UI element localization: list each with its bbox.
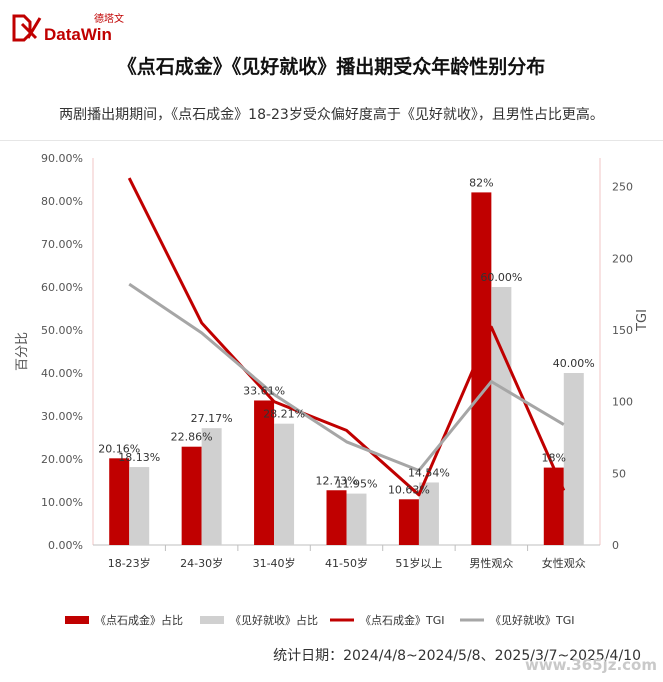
bar [274, 423, 295, 545]
data-label: 60.00% [480, 271, 522, 284]
y-tick-label: 60.00% [41, 281, 83, 294]
data-label: 28.21% [263, 408, 305, 421]
x-tick-label: 31-40岁 [253, 556, 296, 570]
y-tick-label: 10.00% [41, 496, 83, 509]
bar [109, 458, 130, 545]
x-tick-label: 24-30岁 [180, 556, 223, 570]
data-label: 11.95% [336, 478, 378, 491]
legend-label: 《见好就收》占比 [230, 613, 318, 627]
legend-label: 《点石成金》TGI [360, 613, 445, 627]
y2-tick-label: 0 [612, 539, 619, 552]
data-label: 22.86% [171, 431, 213, 444]
bar [254, 400, 275, 545]
data-label: 10.63% [388, 483, 430, 496]
y-axis-title: 百分比 [15, 332, 30, 371]
y-tick-label: 20.00% [41, 453, 83, 466]
bar [563, 373, 584, 545]
divider [0, 140, 663, 141]
data-label: 33.61% [243, 384, 285, 397]
y-tick-label: 70.00% [41, 238, 83, 251]
y2-tick-label: 150 [612, 324, 633, 337]
y2-tick-label: 250 [612, 181, 633, 194]
bar [201, 428, 222, 545]
watermark: www.365jz.com [524, 656, 657, 674]
y-tick-label: 0.00% [48, 539, 83, 552]
data-label: 20.16% [98, 442, 140, 455]
data-label: 14.54% [408, 466, 450, 479]
stats-date: 统计日期：2024/4/8~2024/5/8、2025/3/7~2025/4/1… [273, 648, 641, 664]
datawin-logo: 德塔文 DataWin [12, 12, 124, 44]
legend-swatch [200, 616, 224, 624]
bar [398, 499, 419, 545]
data-label: 12.73% [316, 474, 358, 487]
data-label: 82% [469, 176, 493, 189]
y2-tick-label: 200 [612, 252, 633, 265]
x-tick-label: 18-23岁 [108, 556, 151, 570]
y-tick-label: 40.00% [41, 367, 83, 380]
y2-tick-label: 100 [612, 396, 633, 409]
bar [418, 482, 439, 545]
chart: 0.00% 10.00% 20.00% 30.00% 40.00% 50.00% 60.00… [15, 152, 650, 627]
chart-subtitle: 两剧播出期期间，《点石成金》18-23岁受众偏好度高于《见好就收》，且男性占比更… [59, 107, 604, 123]
tgi-line [127, 177, 566, 497]
bar [346, 493, 367, 545]
y2-tick-label: 50 [612, 467, 626, 480]
y-tick-label: 30.00% [41, 410, 83, 423]
bar [129, 467, 150, 545]
data-label: 40.00% [553, 357, 595, 370]
legend-swatch [65, 616, 89, 624]
data-label: 18.13% [118, 451, 160, 464]
x-tick-label: 51岁以上 [395, 556, 442, 570]
legend-label: 《点石成金》占比 [95, 613, 183, 627]
svg-text:DataWin: DataWin [44, 25, 112, 44]
bar [471, 192, 492, 545]
tgi-line [128, 282, 565, 472]
x-tick-label: 41-50岁 [325, 556, 368, 570]
data-label: 18% [542, 452, 566, 465]
y2-axis-title: TGI [635, 309, 650, 332]
data-label: 27.17% [191, 412, 233, 425]
bar [543, 467, 564, 545]
x-tick-label: 女性观众 [542, 556, 586, 570]
x-tick-label: 男性观众 [469, 556, 513, 570]
legend-label: 《见好就收》TGI [490, 613, 575, 627]
bar [491, 287, 512, 545]
y-tick-label: 50.00% [41, 324, 83, 337]
y-tick-label: 90.00% [41, 152, 83, 165]
chart-title: 《点石成金》《见好就收》播出期受众年龄性别分布 [117, 56, 546, 78]
bar [326, 490, 347, 545]
y-tick-label: 80.00% [41, 195, 83, 208]
bar [181, 446, 202, 545]
svg-text:德塔文: 德塔文 [94, 12, 124, 25]
